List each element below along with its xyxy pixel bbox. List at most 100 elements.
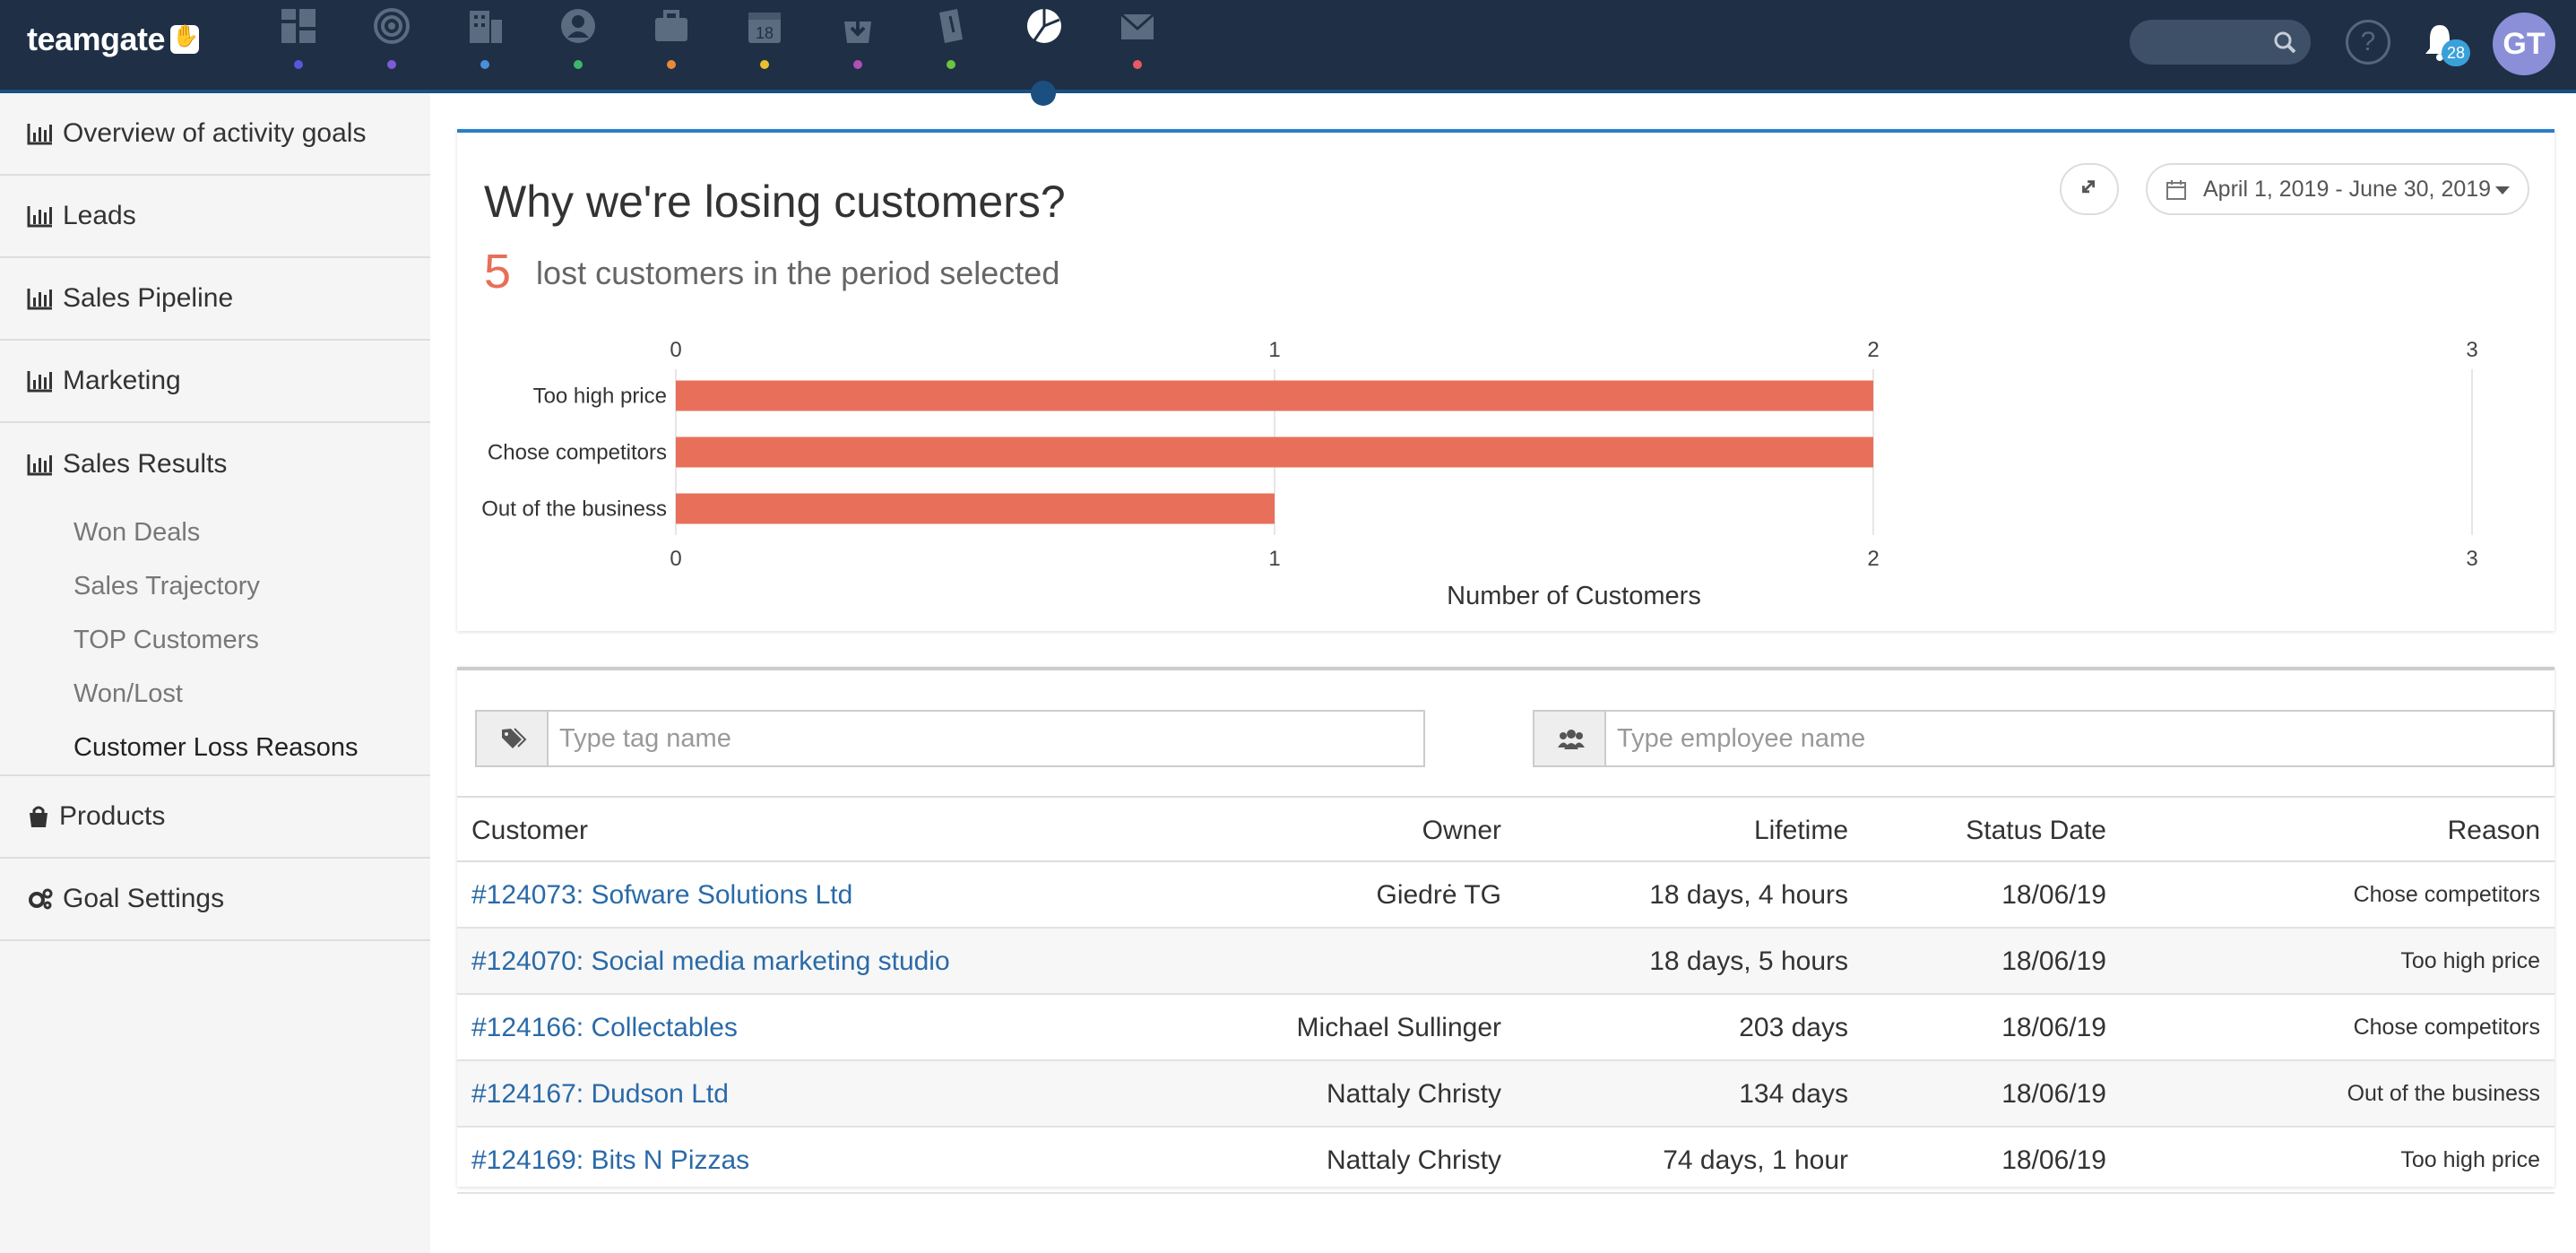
category-label: Out of the business — [481, 497, 667, 522]
customer-link[interactable]: #124166: Collectables — [471, 1013, 738, 1042]
status-date-cell: 18/06/19 — [2001, 1079, 2106, 1109]
sidebar-subitem-won-lost[interactable]: Won/Lost — [73, 679, 183, 708]
nav-calendar[interactable]: 18 — [717, 0, 810, 90]
tag-filter[interactable] — [475, 710, 1425, 767]
tag-filter-addon — [477, 712, 549, 765]
column-header-customer[interactable]: Customer — [471, 816, 589, 845]
expand-icon — [2082, 180, 2096, 194]
nav-goals[interactable] — [344, 0, 437, 90]
pie-chart-icon — [1027, 9, 1061, 43]
shopping-bag-icon — [30, 806, 48, 827]
column-header-status-date[interactable]: Status Date — [1966, 816, 2106, 845]
bar — [676, 436, 1873, 468]
lifetime-cell: 18 days, 5 hours — [1649, 946, 1848, 976]
status-date-cell: 18/06/19 — [2001, 946, 2106, 976]
employee-filter[interactable] — [1533, 710, 2554, 767]
column-header-reason[interactable]: Reason — [2447, 816, 2540, 845]
sidebar-item-label: Sales Pipeline — [63, 283, 234, 313]
table-row: #124070: Social media marketing studio 1… — [457, 929, 2554, 995]
loss-reasons-chart-card: Why we're losing customers? 5 lost custom… — [457, 129, 2554, 631]
chevron-down-icon — [2495, 186, 2510, 194]
search-icon — [2274, 31, 2296, 54]
sidebar-item-products[interactable]: Products — [0, 776, 430, 859]
nav-dot — [574, 60, 583, 69]
category-label: Too high price — [533, 385, 667, 409]
status-date-cell: 18/06/19 — [2001, 880, 2106, 910]
sidebar-item-goal-settings[interactable]: Goal Settings — [0, 859, 430, 941]
loss-reasons-bar-chart: 0 0 1 1 2 2 3 3 Too high price Chose competitors O… — [481, 339, 2477, 610]
nav-dot — [294, 60, 303, 69]
sidebar-item-overview-of-activity-goals[interactable]: Overview of activity goals — [0, 93, 430, 176]
sidebar-item-label: Products — [59, 801, 166, 831]
lifetime-cell: 18 days, 4 hours — [1649, 880, 1848, 910]
global-search[interactable] — [2130, 20, 2311, 65]
expand-button[interactable] — [2060, 163, 2119, 215]
date-range-picker[interactable]: April 1, 2019 - June 30, 2019 — [2146, 163, 2529, 215]
reason-cell: Out of the business — [2347, 1081, 2540, 1106]
x-tick-label-top: 1 — [1268, 339, 1280, 362]
sidebar-item-leads[interactable]: Leads — [0, 176, 430, 258]
owner-cell: Giedrė TG — [1376, 880, 1502, 910]
x-tick-label-top: 3 — [2466, 339, 2477, 362]
customer-link[interactable]: #124070: Social media marketing studio — [471, 946, 950, 976]
sidebar-subitem-won-deals[interactable]: Won Deals — [73, 518, 201, 547]
sidebar-subitem-top-customers[interactable]: TOP Customers — [73, 626, 259, 654]
sidebar-subitem-customer-loss-reasons[interactable]: Customer Loss Reasons — [73, 733, 359, 762]
tag-input[interactable] — [559, 712, 1416, 765]
employee-input[interactable] — [1617, 712, 2546, 765]
sidebar-item-sales-pipeline[interactable]: Sales Pipeline — [0, 258, 430, 341]
nav-companies[interactable] — [437, 0, 531, 90]
gears-icon — [29, 888, 53, 910]
sidebar: Overview of activity goals Leads Sales P… — [0, 93, 430, 1253]
sidebar-item-label: Marketing — [63, 366, 181, 395]
teamgate-logo[interactable]: teamgate — [27, 20, 200, 59]
building-icon — [470, 11, 502, 43]
sidebar-item-sales-results[interactable]: Sales Results — [0, 423, 430, 506]
calendar-icon — [2166, 180, 2186, 200]
nav-dashboard[interactable] — [251, 0, 344, 90]
nav-inbox[interactable] — [810, 0, 903, 90]
status-date-cell: 18/06/19 — [2001, 1145, 2106, 1175]
top-bar: teamgate 18 — [0, 0, 2576, 106]
category-label: Chose competitors — [488, 441, 667, 465]
nav-deals[interactable] — [624, 0, 717, 90]
active-nav-marker — [1031, 81, 1056, 106]
column-header-lifetime[interactable]: Lifetime — [1753, 816, 1848, 845]
sidebar-item-label: Goal Settings — [63, 884, 225, 913]
customer-link[interactable]: #124167: Dudson Ltd — [471, 1079, 729, 1109]
logo-text: teamgate — [27, 21, 166, 57]
nav-reports[interactable] — [997, 0, 1090, 106]
tags-icon — [502, 728, 527, 748]
bar — [676, 493, 1275, 524]
main-nav: 18 — [251, 0, 1183, 106]
users-icon — [1558, 730, 1585, 749]
nav-people[interactable] — [531, 0, 624, 90]
report-title: Why we're losing customers? — [484, 177, 1066, 227]
bar-chart-icon — [27, 371, 52, 393]
sidebar-subitem-sales-trajectory[interactable]: Sales Trajectory — [73, 572, 260, 601]
lost-text: lost customers in the period selected — [536, 255, 1060, 291]
help-icon[interactable]: ? — [2346, 20, 2390, 65]
column-header-owner[interactable]: Owner — [1422, 816, 1501, 845]
lifetime-cell: 134 days — [1739, 1079, 1848, 1109]
calendar-icon: 18 — [748, 13, 781, 43]
notification-badge: 28 — [2442, 39, 2470, 66]
nav-files[interactable] — [903, 0, 997, 90]
sidebar-item-marketing[interactable]: Marketing — [0, 341, 430, 423]
sidebar-item-label: Leads — [63, 201, 136, 230]
customer-link[interactable]: #124169: Bits N Pizzas — [471, 1145, 750, 1175]
customer-link[interactable]: #124073: Sofware Solutions Ltd — [471, 880, 853, 910]
user-avatar[interactable]: GT — [2493, 13, 2555, 75]
bar-chart-icon — [27, 206, 52, 228]
lifetime-cell: 74 days, 1 hour — [1663, 1145, 1848, 1175]
reason-cell: Too high price — [2400, 948, 2540, 973]
nav-mail[interactable] — [1090, 0, 1183, 90]
nav-dot — [387, 60, 396, 69]
x-tick-label-top: 0 — [670, 339, 681, 362]
nav-dot — [1133, 60, 1142, 69]
reason-cell: Chose competitors — [2353, 1015, 2540, 1040]
reason-cell: Chose competitors — [2353, 882, 2540, 907]
status-date-cell: 18/06/19 — [2001, 1013, 2106, 1042]
table-row: #124169: Bits N Pizzas Nattaly Christy 7… — [457, 1128, 2554, 1194]
briefcase-icon — [655, 10, 687, 41]
